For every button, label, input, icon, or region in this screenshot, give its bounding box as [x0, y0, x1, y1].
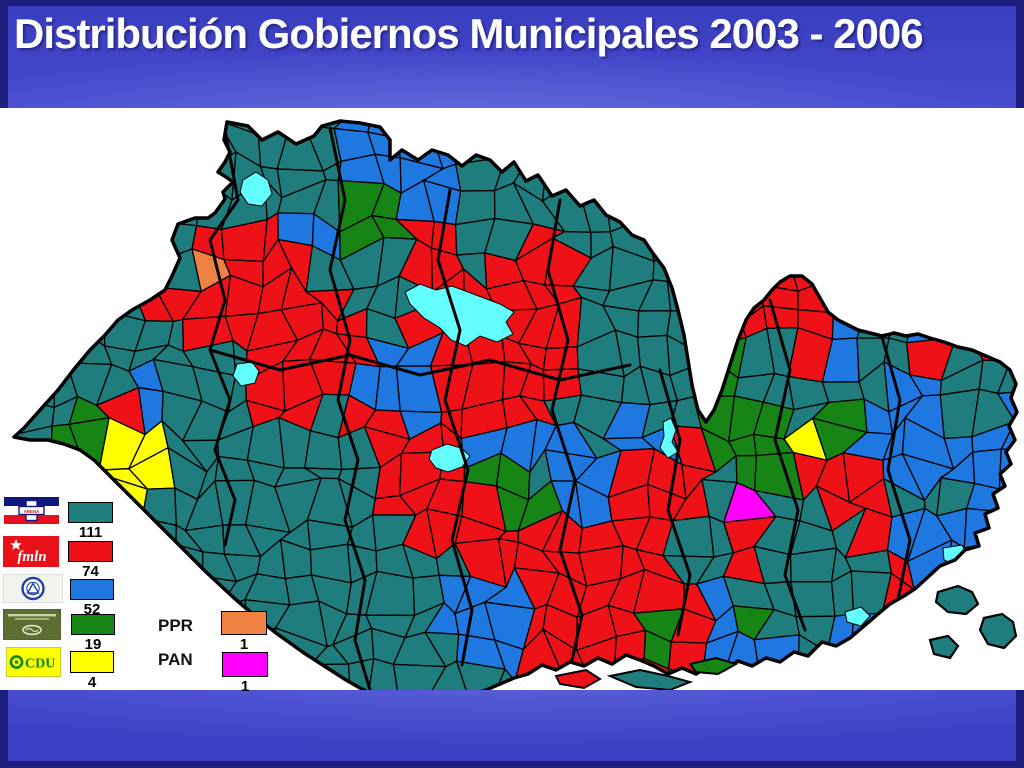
fmln-logo-text: fmln: [17, 549, 46, 565]
ppr-count: 1: [239, 636, 249, 653]
cdu-logo-text: CDU: [25, 657, 55, 672]
arena-color-swatch: [68, 502, 113, 523]
arena-flag-logo-icon: ARENA: [4, 497, 59, 524]
bottom-bar: [8, 690, 1016, 761]
title-bar: Distribución Gobiernos Municipales 2003 …: [8, 6, 1016, 108]
page-title: Distribución Gobiernos Municipales 2003 …: [14, 10, 924, 57]
fmln-count: 74: [82, 563, 99, 580]
pdc-color-swatch: [71, 614, 115, 635]
pcn-color-swatch: [70, 579, 114, 600]
ppr-color-swatch: [221, 611, 267, 635]
arena-count: 111: [78, 524, 103, 541]
arena-logo-text: ARENA: [24, 509, 40, 514]
cdu-flag-logo-icon: CDU: [6, 647, 61, 677]
pan-color-swatch: [222, 652, 268, 677]
pdc-count: 19: [84, 636, 102, 653]
cdu-count: 4: [87, 674, 97, 691]
cdu-color-swatch: [70, 651, 114, 673]
ppr-label: PPR: [158, 616, 193, 635]
pcn-flag-logo-icon: [3, 574, 63, 603]
pcn-count: 52: [83, 601, 101, 618]
pan-count: 1: [240, 678, 250, 695]
pan-label: PAN: [158, 650, 193, 669]
fmln-color-swatch: [68, 541, 113, 562]
fmln-flag-logo-icon: fmln: [3, 536, 59, 567]
pdc-flag-logo-icon: [3, 609, 61, 640]
